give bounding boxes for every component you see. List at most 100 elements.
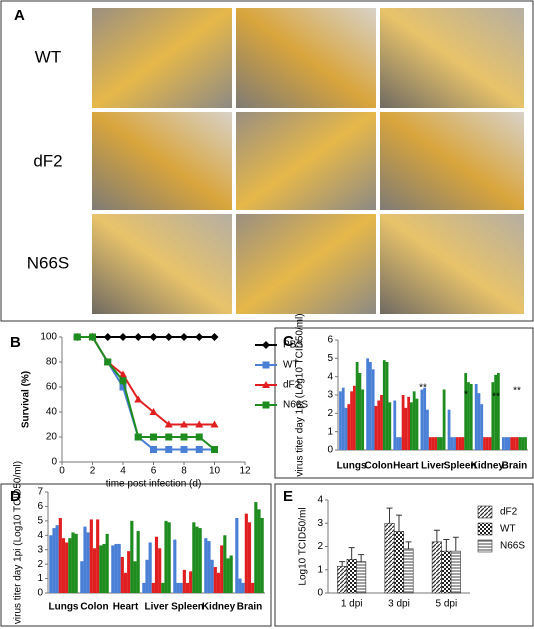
- bar: [458, 437, 462, 450]
- y-tick-label: 1: [317, 564, 323, 575]
- bar: [434, 437, 438, 450]
- bar: [337, 565, 348, 594]
- error-bar: [358, 554, 365, 562]
- y-tick-label: 6: [327, 335, 333, 346]
- line: [77, 336, 216, 451]
- bar: [401, 395, 405, 450]
- x-tick-label: 6: [151, 466, 157, 477]
- bar: [488, 437, 492, 450]
- y-tick-label: 40: [46, 407, 58, 418]
- bar: [356, 561, 367, 594]
- photo: [380, 214, 524, 314]
- bar: [453, 437, 456, 450]
- bar: [371, 369, 375, 450]
- bar: [254, 502, 258, 593]
- bar: [164, 520, 168, 593]
- bar: [241, 582, 245, 593]
- x-tick-label: Spleen: [444, 461, 477, 472]
- bar: [65, 542, 69, 593]
- bar: [426, 409, 429, 450]
- x-tick-label: Brain: [502, 461, 528, 472]
- bar: [151, 582, 155, 593]
- x-tick-label: 1 dpi: [341, 599, 363, 610]
- bar: [173, 539, 177, 593]
- bar: [358, 373, 362, 450]
- bar: [461, 437, 465, 450]
- error-bar: [339, 561, 346, 567]
- marker: [195, 446, 203, 453]
- marker: [119, 377, 127, 385]
- marker: [134, 395, 143, 403]
- bar: [167, 522, 171, 593]
- marker: [164, 333, 173, 341]
- bar: [477, 393, 481, 450]
- bar: [216, 572, 221, 593]
- bar: [385, 362, 389, 450]
- x-tick-label: Brain: [237, 602, 263, 613]
- y-axis-label: virus titer day 1pi (Log10 TCID50/ml): [13, 461, 24, 624]
- x-tick-label: Heart: [113, 602, 139, 613]
- photo: [380, 112, 524, 210]
- legend-swatch: [477, 505, 493, 519]
- photo: [92, 112, 232, 210]
- bar: [455, 437, 459, 450]
- x-tick-label: 12: [239, 466, 251, 477]
- legend-label: dF2: [283, 380, 301, 391]
- y-axis-label: Log10 TCID50/ml: [298, 507, 309, 585]
- y-tick-label: 1: [37, 573, 43, 584]
- bar: [99, 545, 103, 593]
- marker: [210, 420, 219, 428]
- bar: [431, 437, 435, 450]
- bar: [114, 543, 118, 593]
- bar: [182, 569, 186, 593]
- marker: [211, 446, 218, 453]
- bar: [469, 384, 473, 450]
- panel-frame: [274, 483, 534, 627]
- marker: [150, 433, 157, 441]
- bar: [396, 437, 399, 450]
- bar: [154, 536, 159, 593]
- bar: [510, 437, 514, 450]
- y-tick-label: 0: [51, 457, 57, 468]
- panel-label: B: [10, 334, 21, 351]
- bar: [439, 437, 443, 450]
- y-tick-label: 3: [317, 518, 323, 529]
- marker: [134, 333, 143, 341]
- bar: [441, 550, 452, 594]
- bar: [407, 396, 411, 450]
- bar: [442, 389, 446, 450]
- photo-grid: [92, 8, 524, 314]
- marker: [149, 333, 158, 341]
- x-tick-label: Colon: [80, 602, 108, 613]
- bar: [204, 538, 208, 593]
- line: [77, 336, 215, 426]
- bar: [483, 437, 486, 450]
- bar: [504, 437, 508, 450]
- bar: [382, 360, 386, 450]
- bar: [347, 404, 351, 450]
- bar: [404, 407, 408, 450]
- panel-frame: [0, 483, 272, 627]
- error-bar: [443, 539, 450, 552]
- bar: [524, 437, 527, 450]
- bar: [68, 538, 72, 593]
- legend-label: PBS: [283, 340, 303, 351]
- marker: [262, 381, 270, 388]
- marker: [150, 446, 157, 453]
- x-tick-label: Liver: [421, 461, 445, 472]
- bar: [133, 561, 137, 593]
- bar: [105, 533, 109, 593]
- legend-swatch: [477, 539, 493, 553]
- marker: [119, 333, 127, 341]
- bar: [148, 542, 152, 593]
- y-tick-label: 5: [37, 515, 43, 526]
- annotation: **: [513, 386, 521, 397]
- bar: [213, 567, 217, 593]
- bar: [74, 533, 78, 593]
- bar: [235, 517, 239, 593]
- marker: [73, 333, 81, 341]
- marker: [180, 446, 188, 453]
- bar: [450, 437, 454, 450]
